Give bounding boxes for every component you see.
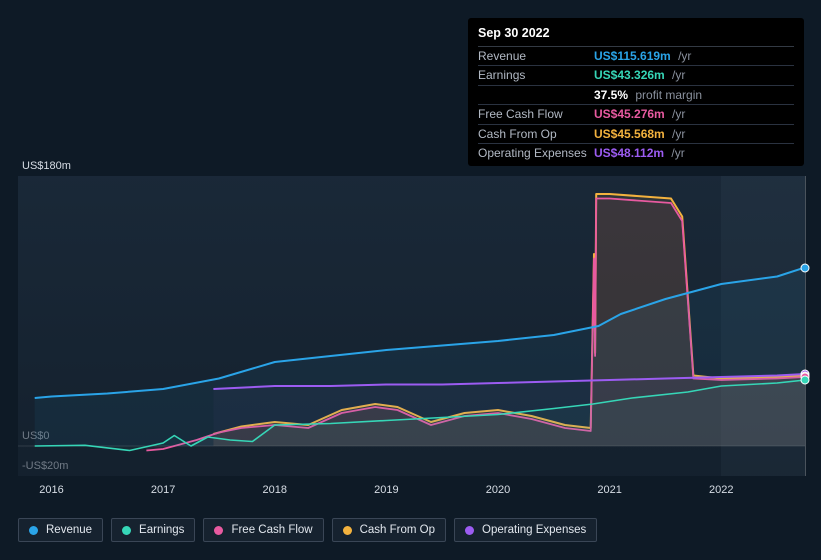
xaxis-tick: 2019 bbox=[374, 484, 398, 496]
legend-item-revenue[interactable]: Revenue bbox=[18, 518, 103, 542]
tooltip-row: Free Cash FlowUS$45.276m /yr bbox=[478, 105, 794, 124]
tooltip-row-suffix: profit margin bbox=[632, 88, 702, 102]
tooltip-row-suffix: /yr bbox=[669, 127, 686, 141]
xaxis-tick: 2020 bbox=[486, 484, 510, 496]
tooltip-row-value: US$45.568m /yr bbox=[594, 127, 685, 141]
tooltip-panel: Sep 30 2022 RevenueUS$115.619m /yrEarnin… bbox=[468, 18, 804, 166]
tooltip-row-label: Earnings bbox=[478, 68, 594, 82]
xaxis-tick: 2022 bbox=[709, 484, 733, 496]
chart-svg bbox=[18, 176, 805, 476]
tooltip-row: 37.5% profit margin bbox=[478, 86, 794, 105]
xaxis-tick: 2018 bbox=[263, 484, 287, 496]
legend-item-operating_expenses[interactable]: Operating Expenses bbox=[454, 518, 597, 542]
tooltip-row-value: US$48.112m /yr bbox=[594, 146, 685, 160]
legend-swatch bbox=[214, 526, 223, 535]
series-end-marker-earnings bbox=[801, 376, 810, 385]
chart-plot-area[interactable] bbox=[18, 176, 805, 476]
legend-label: Cash From Op bbox=[360, 524, 435, 536]
legend: Revenue Earnings Free Cash Flow Cash From O… bbox=[18, 518, 597, 542]
tooltip-date: Sep 30 2022 bbox=[478, 24, 794, 47]
tooltip-row-suffix: /yr bbox=[675, 49, 692, 63]
legend-swatch bbox=[465, 526, 474, 535]
tooltip-row: RevenueUS$115.619m /yr bbox=[478, 47, 794, 66]
hover-guideline bbox=[805, 176, 806, 476]
tooltip-row: Cash From OpUS$45.568m /yr bbox=[478, 125, 794, 144]
yaxis-label-max: US$180m bbox=[22, 160, 71, 172]
tooltip-row: Operating ExpensesUS$48.112m /yr bbox=[478, 144, 794, 162]
legend-swatch bbox=[122, 526, 131, 535]
tooltip-row-label: Free Cash Flow bbox=[478, 107, 594, 121]
legend-label: Operating Expenses bbox=[482, 524, 586, 536]
legend-label: Free Cash Flow bbox=[231, 524, 312, 536]
tooltip-row-label: Cash From Op bbox=[478, 127, 594, 141]
xaxis-labels: 2016 2017 2018 2019 2020 2021 2022 bbox=[18, 484, 805, 502]
tooltip-row-label bbox=[478, 88, 594, 102]
tooltip-row-suffix: /yr bbox=[669, 107, 686, 121]
legend-item-earnings[interactable]: Earnings bbox=[111, 518, 195, 542]
legend-item-free_cash_flow[interactable]: Free Cash Flow bbox=[203, 518, 323, 542]
legend-swatch bbox=[29, 526, 38, 535]
xaxis-tick: 2021 bbox=[597, 484, 621, 496]
legend-label: Revenue bbox=[46, 524, 92, 536]
xaxis-tick: 2017 bbox=[151, 484, 175, 496]
series-end-marker-revenue bbox=[801, 263, 810, 272]
xaxis-tick: 2016 bbox=[39, 484, 63, 496]
tooltip-row-value: 37.5% profit margin bbox=[594, 88, 702, 102]
tooltip-row-label: Revenue bbox=[478, 49, 594, 63]
tooltip-row-suffix: /yr bbox=[669, 68, 686, 82]
tooltip-row-label: Operating Expenses bbox=[478, 146, 594, 160]
legend-label: Earnings bbox=[139, 524, 184, 536]
legend-swatch bbox=[343, 526, 352, 535]
tooltip-row-value: US$43.326m /yr bbox=[594, 68, 685, 82]
tooltip-row-suffix: /yr bbox=[668, 146, 685, 160]
tooltip-row-value: US$115.619m /yr bbox=[594, 49, 691, 63]
tooltip-row-value: US$45.276m /yr bbox=[594, 107, 685, 121]
legend-item-cash_from_op[interactable]: Cash From Op bbox=[332, 518, 446, 542]
tooltip-row: EarningsUS$43.326m /yr bbox=[478, 66, 794, 85]
